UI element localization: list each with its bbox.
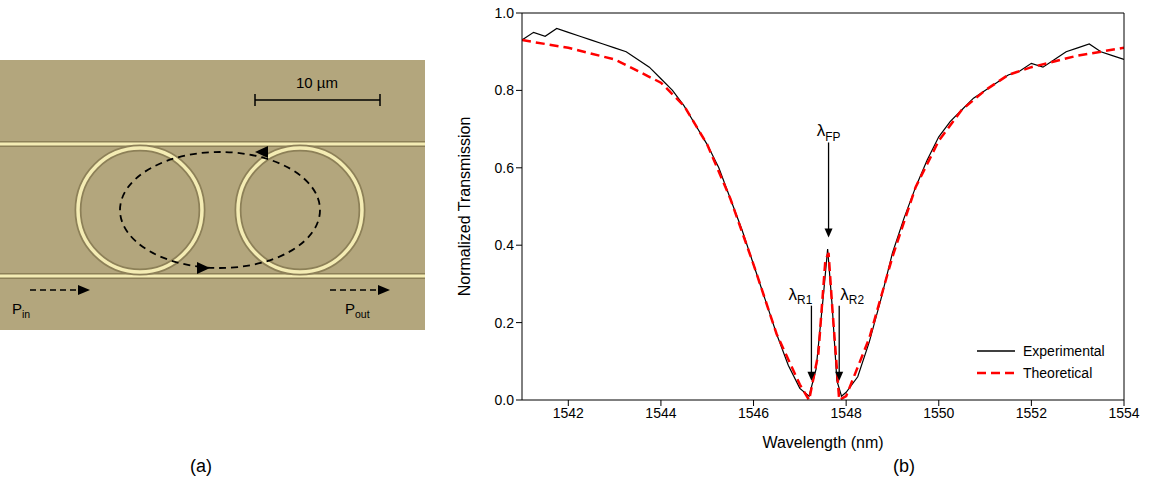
svg-text:1554: 1554	[1108, 405, 1139, 421]
svg-text:0.8: 0.8	[495, 82, 515, 98]
svg-text:λR2: λR2	[840, 285, 864, 307]
svg-text:1550: 1550	[923, 405, 954, 421]
svg-text:0.6: 0.6	[495, 160, 515, 176]
html-text:Theoretical: Theoretical	[1023, 365, 1093, 381]
svg-text:1546: 1546	[738, 405, 769, 421]
svg-text:0.4: 0.4	[495, 237, 515, 253]
svg-text:1552: 1552	[1016, 405, 1047, 421]
svg-text:λFP: λFP	[817, 121, 841, 143]
html-text:Experimental: Experimental	[1023, 343, 1105, 359]
svg-text:0.2: 0.2	[495, 315, 515, 331]
svg-text:1548: 1548	[831, 405, 862, 421]
svg-text:Pout: Pout	[345, 300, 370, 320]
html-text:(a): (a)	[190, 456, 212, 476]
svg-text:λR1: λR1	[789, 285, 813, 307]
svg-text:Pin: Pin	[12, 300, 30, 320]
svg-text:1.0: 1.0	[495, 5, 515, 21]
svg-text:0.0: 0.0	[495, 392, 515, 408]
svg-text:1544: 1544	[645, 405, 676, 421]
svg-text:1542: 1542	[553, 405, 584, 421]
svg-text:Wavelength (nm): Wavelength (nm)	[762, 434, 883, 451]
html-text:(b): (b)	[893, 456, 915, 476]
svg-text:Normalized Transmission: Normalized Transmission	[456, 117, 473, 297]
svg-text:10 µm: 10 µm	[296, 74, 338, 91]
